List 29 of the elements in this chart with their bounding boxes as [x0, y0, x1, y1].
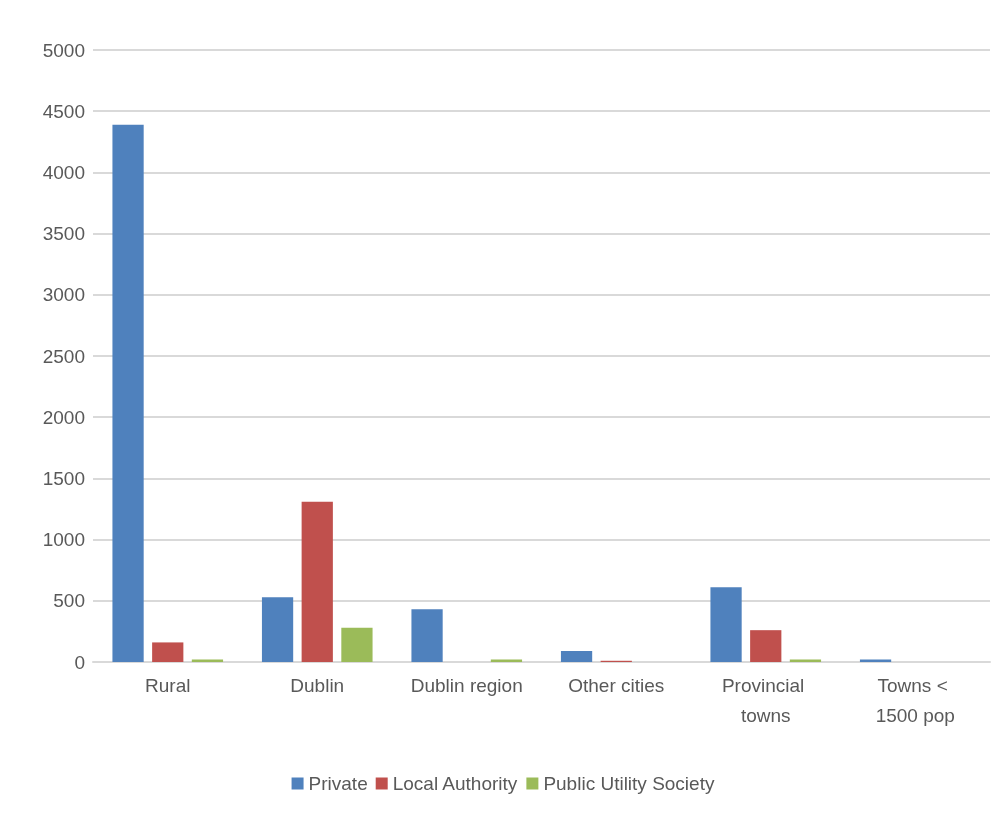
legend-label: Local Authority: [392, 773, 518, 794]
bar: [152, 642, 184, 662]
y-tick-label: 3000: [42, 284, 85, 306]
y-tick-label: 1500: [42, 467, 85, 489]
x-tick-label: Provincial towns: [721, 674, 810, 726]
bar: [112, 124, 144, 662]
bar: [411, 609, 443, 662]
bar: [341, 627, 373, 662]
bar: [710, 587, 742, 662]
legend-label: Public Utility Society: [543, 773, 715, 794]
y-tick-label: 5000: [42, 39, 85, 61]
bar: [750, 630, 782, 662]
bar: [261, 597, 294, 662]
y-tick-label: 0: [74, 651, 85, 673]
y-tick-label: 2500: [42, 345, 85, 367]
y-tick-label: 1000: [42, 529, 85, 551]
legend-label: Private: [308, 773, 368, 794]
y-tick-label: 4000: [42, 161, 85, 183]
y-tick-label: 4500: [42, 100, 85, 122]
x-tick-label: Towns < 1500 pop: [875, 674, 955, 726]
x-tick-label: Dublin region: [410, 674, 523, 696]
bar: [560, 650, 593, 662]
y-tick-label: 2000: [42, 406, 85, 428]
x-tick-label: Dublin: [290, 674, 345, 696]
y-tick-label: 500: [53, 590, 85, 612]
x-tick-label: Other cities: [568, 674, 665, 696]
bar: [301, 501, 333, 662]
y-tick-label: 3500: [42, 223, 85, 245]
x-tick-label: Rural: [145, 674, 191, 696]
